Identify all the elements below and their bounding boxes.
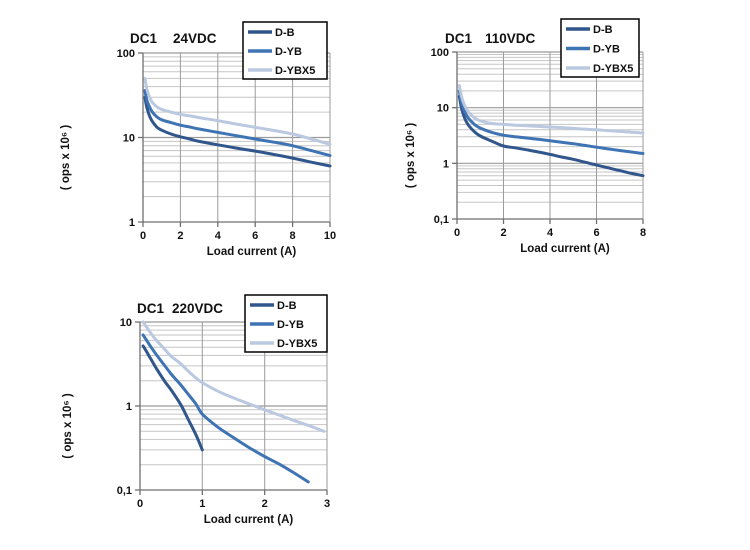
curve-d-b bbox=[141, 344, 204, 452]
y-axis-title: ( ops x 10⁶ ) bbox=[405, 123, 417, 189]
x-axis-title: Load current (A) bbox=[204, 514, 294, 526]
curve-d-ybx5 bbox=[141, 320, 326, 433]
legend-item-d-b: D-B bbox=[250, 300, 297, 312]
legend-label-d-ybx5: D-YBX5 bbox=[593, 63, 633, 75]
y-tick-label: 0,1 bbox=[434, 214, 449, 226]
y-tick-label: 100 bbox=[117, 48, 135, 60]
y-tick-label: 10 bbox=[123, 133, 135, 145]
x-tick-label: 10 bbox=[324, 230, 336, 242]
curves bbox=[141, 320, 326, 484]
x-axis-title: Load current (A) bbox=[520, 243, 610, 255]
legend-item-d-ybx5: D-YBX5 bbox=[250, 338, 317, 350]
curve-d-yb bbox=[143, 89, 332, 158]
chart-title-model: DC1 bbox=[137, 301, 164, 316]
chart-title-model: DC1 bbox=[445, 31, 472, 46]
legend-item-d-yb: D-YB bbox=[566, 44, 620, 56]
chart-title-voltage: 24VDC bbox=[173, 31, 217, 46]
x-tick-label: 4 bbox=[547, 227, 554, 239]
legend: D-B D-YB D-YBX5 bbox=[244, 294, 328, 353]
legend-item-d-b: D-B bbox=[248, 27, 295, 39]
y-tick-label: 0,1 bbox=[117, 485, 132, 497]
legend-item-d-ybx5: D-YBX5 bbox=[248, 65, 315, 77]
legend: D-B D-YB D-YBX5 bbox=[242, 21, 328, 80]
axes bbox=[135, 321, 328, 495]
x-tick-label: 0 bbox=[137, 498, 143, 510]
x-tick-label: 6 bbox=[252, 230, 258, 242]
x-tick-label: 8 bbox=[290, 230, 296, 242]
legend-label-d-ybx5: D-YBX5 bbox=[275, 65, 315, 77]
axes bbox=[138, 52, 331, 227]
legend-item-d-ybx5: D-YBX5 bbox=[566, 63, 633, 75]
x-axis-title: Load current (A) bbox=[207, 246, 297, 258]
axes bbox=[452, 51, 644, 224]
chart-dc1-220vdc: 0 1 2 3 0,1 1 10 DC1 220VDC Load current (A) ( ops… bbox=[55, 290, 375, 548]
legend-item-d-b: D-B bbox=[566, 24, 613, 36]
x-tick-label: 1 bbox=[199, 498, 205, 510]
chart-dc1-24vdc: 0 2 4 6 8 10 1 10 100 DC1 24VDC Load current (A) ( o… bbox=[55, 15, 375, 280]
legend-label-d-ybx5: D-YBX5 bbox=[277, 338, 317, 350]
y-tick-label: 10 bbox=[437, 103, 449, 115]
x-tick-label: 4 bbox=[215, 230, 222, 242]
curve-d-ybx5 bbox=[143, 76, 332, 146]
legend: D-B D-YB D-YBX5 bbox=[560, 18, 640, 78]
y-axis-title: ( ops x 10⁶ ) bbox=[62, 393, 74, 459]
curves bbox=[143, 76, 332, 168]
chart-title-voltage: 110VDC bbox=[485, 31, 536, 46]
y-tick-label: 1 bbox=[129, 217, 135, 229]
y-tick-label: 10 bbox=[120, 317, 132, 329]
x-tick-label: 6 bbox=[593, 227, 599, 239]
legend-item-d-yb: D-YB bbox=[250, 319, 304, 331]
legend-item-d-yb: D-YB bbox=[248, 46, 302, 58]
chart-title-model: DC1 bbox=[130, 31, 157, 46]
x-tick-label: 2 bbox=[262, 498, 268, 510]
legend-label-d-yb: D-YB bbox=[277, 319, 304, 331]
curve-d-b bbox=[143, 95, 332, 168]
x-tick-label: 8 bbox=[640, 227, 646, 239]
curve-d-ybx5 bbox=[457, 84, 645, 135]
legend-label-d-b: D-B bbox=[593, 24, 613, 36]
curve-d-b bbox=[457, 94, 645, 178]
legend-label-d-yb: D-YB bbox=[593, 44, 620, 56]
x-tick-label: 2 bbox=[177, 230, 183, 242]
x-tick-label: 2 bbox=[500, 227, 506, 239]
x-tick-label: 0 bbox=[454, 227, 460, 239]
curve-d-yb bbox=[457, 89, 645, 155]
y-tick-label: 1 bbox=[443, 158, 449, 170]
y-tick-label: 100 bbox=[431, 47, 449, 59]
y-tick-label: 1 bbox=[126, 401, 132, 413]
legend-label-d-b: D-B bbox=[275, 27, 295, 39]
legend-label-d-b: D-B bbox=[277, 300, 297, 312]
chart-title-voltage: 220VDC bbox=[172, 301, 223, 316]
y-axis-title: ( ops x 10⁶ ) bbox=[60, 125, 72, 191]
curves bbox=[457, 84, 645, 178]
x-tick-label: 0 bbox=[140, 230, 146, 242]
legend-label-d-yb: D-YB bbox=[275, 46, 302, 58]
curve-d-yb bbox=[141, 333, 310, 484]
x-tick-label: 3 bbox=[324, 498, 330, 510]
